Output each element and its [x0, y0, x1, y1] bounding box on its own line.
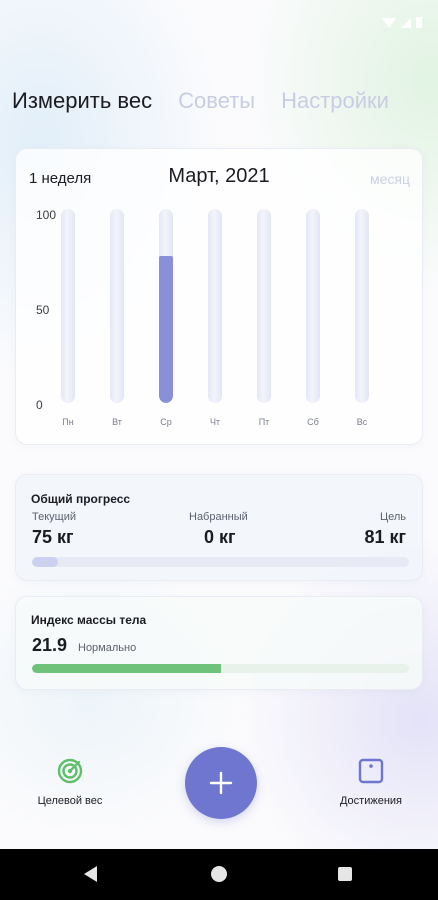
y-tick-label: 100 — [36, 208, 57, 222]
month-title: Март, 2021 — [168, 165, 270, 187]
target-icon — [57, 758, 83, 784]
y-tick-label: 50 — [36, 303, 50, 317]
achievements-nav[interactable]: Достижения — [316, 758, 426, 807]
tab-tips[interactable]: Советы — [178, 88, 256, 113]
bar — [159, 255, 173, 403]
bmi-value: 21.9 — [32, 635, 68, 655]
bar-track — [208, 209, 222, 403]
week-label: 1 неделя — [29, 170, 92, 187]
bar-track — [306, 209, 320, 403]
back-icon[interactable] — [84, 866, 97, 882]
x-tick-label: Пт — [258, 417, 270, 427]
signal-icon — [401, 17, 411, 28]
current-weight-value: 75 кг — [32, 527, 74, 547]
tab-measure-weight[interactable]: Измерить вес — [12, 88, 153, 113]
y-tick-label: 0 — [36, 398, 43, 412]
bar-track — [110, 209, 124, 403]
wifi-icon — [382, 17, 396, 28]
bar-track — [159, 209, 173, 403]
status-bar — [0, 0, 438, 44]
achievements-label: Достижения — [339, 795, 403, 807]
goal-weight-value: 81 кг — [364, 527, 406, 547]
x-tick-label: Чт — [209, 417, 221, 427]
x-tick-label: Пн — [62, 417, 74, 427]
home-icon[interactable] — [211, 866, 227, 882]
overall-progress-card: Общий прогресс Текущий Набранный Цель 75… — [15, 474, 423, 581]
goal-weight-label: Цель — [379, 511, 406, 523]
add-measurement-button[interactable] — [185, 747, 257, 819]
target-weight-nav[interactable]: Целевой вес — [15, 758, 125, 807]
bmi-bar — [32, 664, 409, 673]
progress-bar — [32, 557, 409, 567]
recents-icon[interactable] — [338, 867, 352, 881]
top-tabs: Измерить вес Советы Настройки — [12, 88, 415, 114]
progress-bar-fill — [32, 557, 59, 567]
gained-weight-value: 0 кг — [204, 527, 236, 547]
battery-icon — [416, 17, 422, 28]
bmi-bar-fill — [32, 664, 221, 673]
x-tick-label: Ср — [160, 417, 172, 427]
progress-title: Общий прогресс — [31, 492, 131, 506]
tab-settings[interactable]: Настройки — [281, 88, 389, 113]
bar-track — [257, 209, 271, 403]
gained-weight-label: Набранный — [189, 511, 248, 523]
x-tick-label: Вт — [112, 417, 122, 427]
x-tick-label: Сб — [307, 417, 319, 427]
bar-track — [355, 209, 369, 403]
x-tick-label: Вс — [356, 417, 368, 427]
weekly-chart-card: 1 неделя Март, 2021 месяц 100 50 0 Пн Вт Ср Чт… — [15, 148, 423, 445]
bar-track — [61, 209, 75, 403]
bmi-status: Нормально — [78, 642, 137, 654]
system-navigation-bar — [0, 849, 438, 900]
scale-icon — [358, 758, 384, 784]
current-weight-label: Текущий — [32, 511, 76, 523]
bmi-title: Индекс массы тела — [31, 613, 147, 627]
target-weight-label: Целевой вес — [37, 795, 103, 807]
month-toggle[interactable]: месяц — [369, 171, 410, 187]
status-icons — [382, 17, 422, 28]
bmi-card: Индекс массы тела 21.9 Нормально — [15, 596, 423, 690]
plus-icon — [209, 771, 233, 795]
